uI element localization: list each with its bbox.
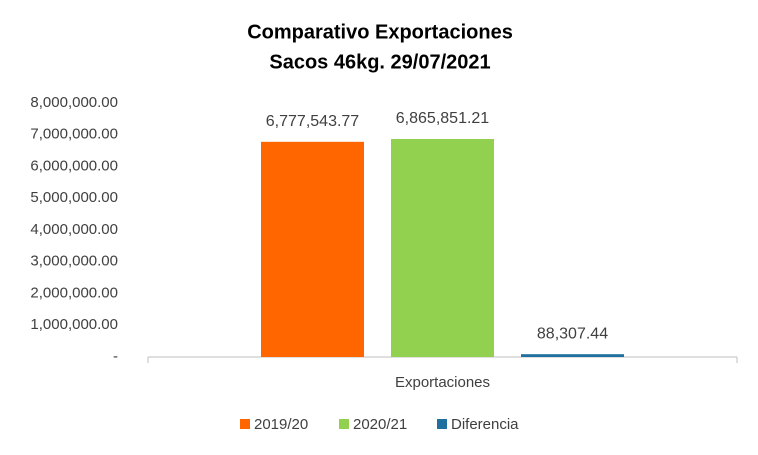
legend-label: 2020/21: [353, 416, 407, 433]
y-tick-label: 6,000,000.00: [30, 157, 118, 174]
chart-subtitle: Sacos 46kg. 29/07/2021: [269, 51, 490, 73]
y-tick-label: 1,000,000.00: [30, 316, 118, 333]
y-tick-label: 8,000,000.00: [30, 94, 118, 111]
legend-swatch: [437, 419, 447, 429]
bar: [261, 141, 364, 357]
y-tick-label: 3,000,000.00: [30, 253, 118, 270]
y-tick-label: 5,000,000.00: [30, 189, 118, 206]
bar: [521, 354, 624, 357]
legend-swatch: [339, 419, 349, 429]
bar: [391, 139, 494, 357]
x-tick-label: Exportaciones: [395, 374, 490, 391]
data-label: 88,307.44: [537, 325, 608, 342]
data-label: 6,777,543.77: [266, 113, 360, 130]
y-tick-label: 7,000,000.00: [30, 126, 118, 143]
legend-label: Diferencia: [451, 416, 519, 433]
y-tick-label: -: [113, 348, 118, 365]
data-label: 6,865,851.21: [396, 110, 490, 127]
legend-swatch: [240, 419, 250, 429]
y-tick-label: 4,000,000.00: [30, 221, 118, 238]
chart-title: Comparativo Exportaciones: [247, 21, 513, 43]
legend-label: 2019/20: [254, 416, 308, 433]
y-tick-label: 2,000,000.00: [30, 284, 118, 301]
